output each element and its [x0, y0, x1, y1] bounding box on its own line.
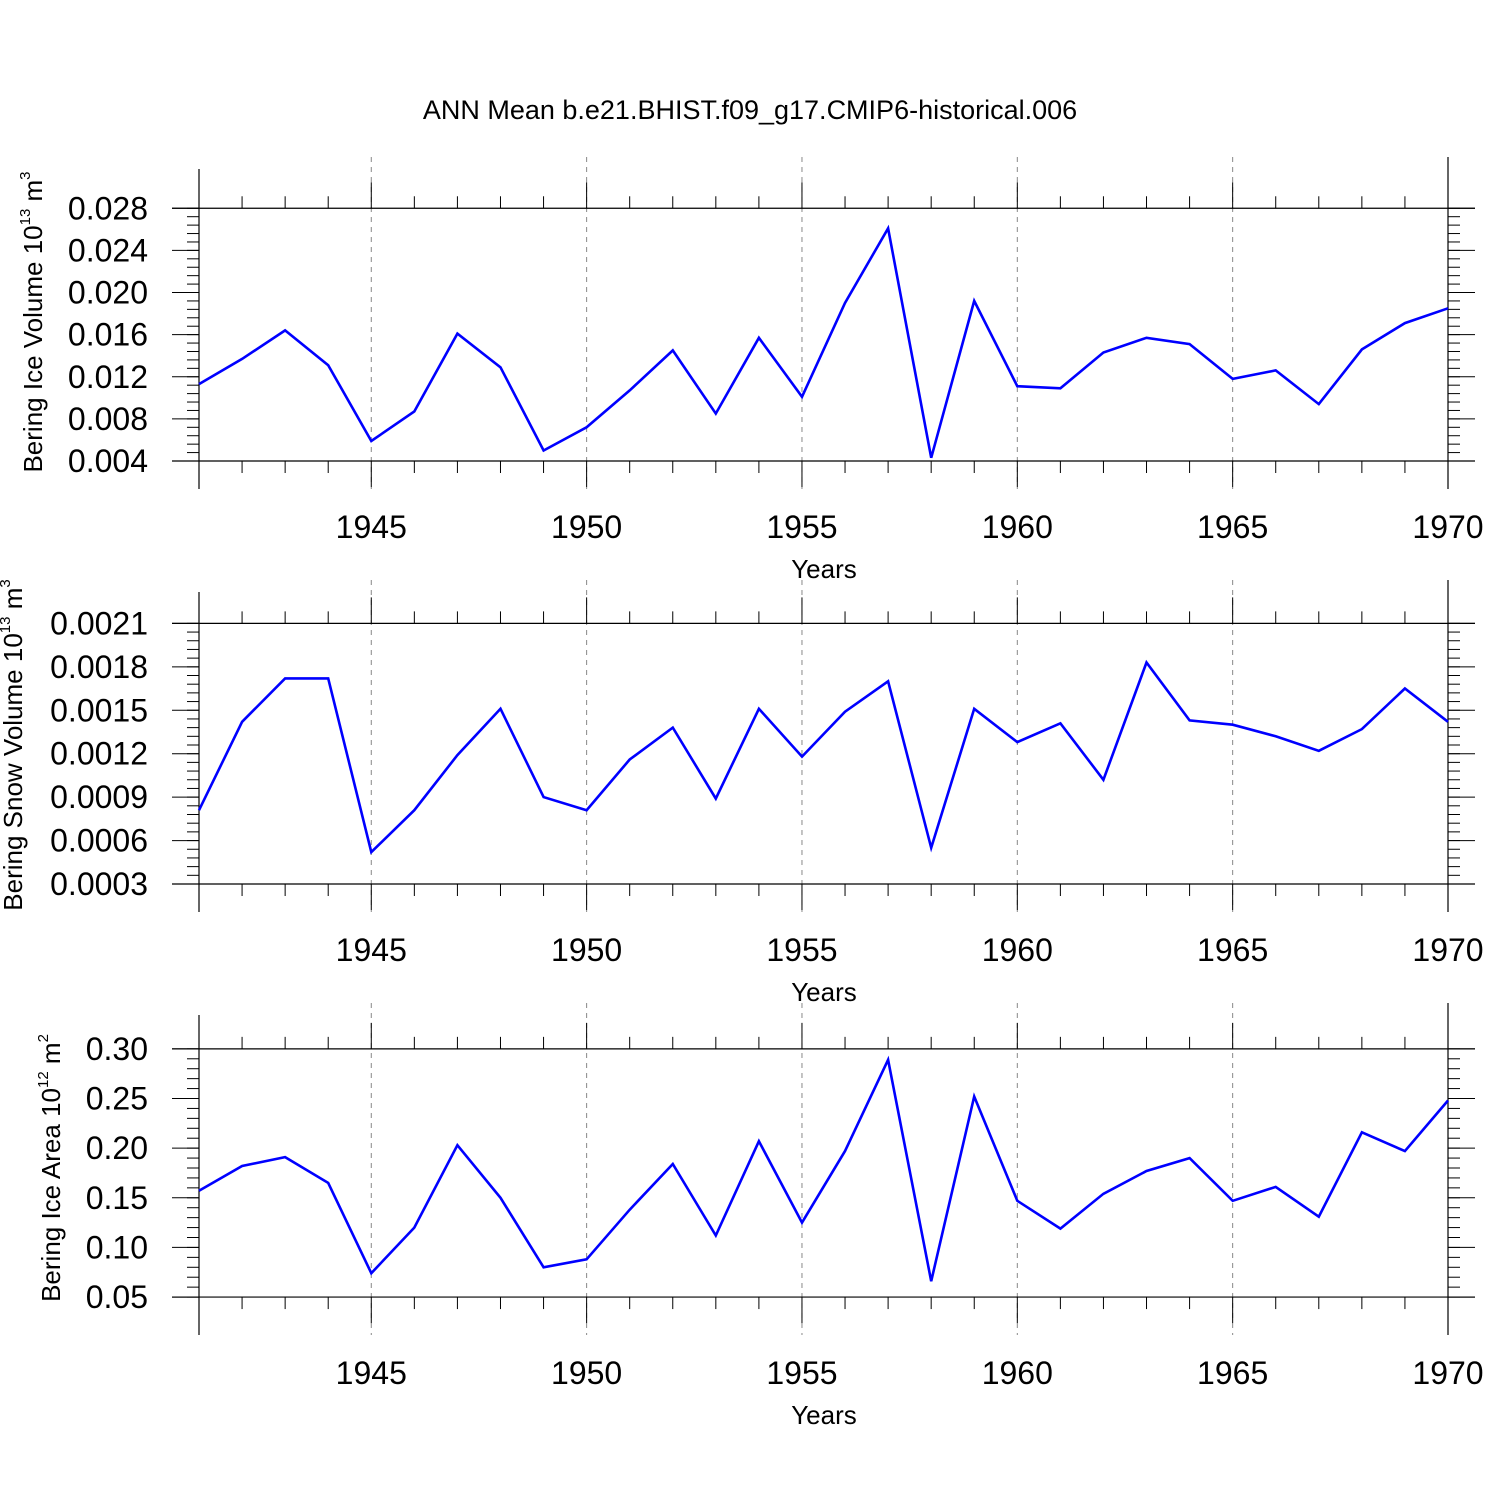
x-axis-title: Years	[791, 1400, 857, 1430]
y-tick-label: 0.05	[86, 1279, 148, 1315]
x-tick-label: 1945	[336, 509, 407, 545]
x-tick-label: 1945	[336, 932, 407, 968]
y-tick-label: 0.008	[68, 401, 148, 437]
x-tick-label: 1960	[982, 1355, 1053, 1391]
y-tick-label: 0.25	[86, 1081, 148, 1117]
x-axis-title: Years	[791, 977, 857, 1007]
x-tick-label: 1945	[336, 1355, 407, 1391]
x-tick-label: 1970	[1412, 1355, 1483, 1391]
y-tick-label: 0.020	[68, 275, 148, 311]
figure-title: ANN Mean b.e21.BHIST.f09_g17.CMIP6-histo…	[423, 95, 1077, 125]
x-tick-label: 1950	[551, 932, 622, 968]
y-tick-label: 0.0006	[50, 823, 148, 859]
y-tick-label: 0.0009	[50, 779, 148, 815]
x-tick-label: 1955	[766, 932, 837, 968]
y-tick-label: 0.10	[86, 1229, 148, 1265]
y-tick-label: 0.0012	[50, 736, 148, 772]
y-tick-label: 0.0003	[50, 866, 148, 902]
y-axis-title: Bering Ice Area 1012 m2	[35, 1034, 66, 1302]
x-tick-label: 1970	[1412, 509, 1483, 545]
series-line-2	[197, 659, 1449, 855]
x-tick-label: 1950	[551, 509, 622, 545]
x-tick-label: 1950	[551, 1355, 622, 1391]
y-tick-label: 0.028	[68, 190, 148, 226]
series-line-3	[198, 1055, 1449, 1282]
x-tick-label: 1965	[1197, 932, 1268, 968]
y-tick-label: 0.012	[68, 359, 148, 395]
y-tick-label: 0.15	[86, 1180, 148, 1216]
y-tick-label: 0.0018	[50, 649, 148, 685]
x-tick-label: 1955	[766, 1355, 837, 1391]
y-tick-label: 0.20	[86, 1130, 148, 1166]
y-axis-title: Bering Snow Volume 1013 m3	[0, 579, 28, 910]
x-tick-label: 1960	[982, 932, 1053, 968]
y-tick-label: 0.024	[68, 232, 148, 268]
panel-2: 0.0003 0.0006 0.0009 0.0012 0.0015 0.0018 0.00…	[0, 579, 1484, 1007]
y-tick-label: 0.016	[68, 317, 148, 353]
panel-1: 0.004 0.008 0.012 0.016 0.020 0.024 0.028 1945 1…	[17, 157, 1484, 584]
x-tick-label: 1960	[982, 509, 1053, 545]
y-axis-title: Bering Ice Volume 1013 m3	[17, 171, 48, 472]
x-axis-title: Years	[791, 554, 857, 584]
panel-3: 0.05 0.10 0.15 0.20 0.25 0.30 1945 1950 1955 1960…	[35, 1003, 1484, 1430]
x-tick-label: 1970	[1412, 932, 1483, 968]
y-tick-label: 0.004	[68, 443, 148, 479]
x-tick-label: 1965	[1197, 1355, 1268, 1391]
panels: 0.004 0.008 0.012 0.016 0.020 0.024 0.028 1945 1…	[0, 157, 1484, 1430]
x-tick-label: 1955	[766, 509, 837, 545]
y-tick-label: 0.0021	[50, 605, 148, 641]
y-tick-label: 0.30	[86, 1031, 148, 1067]
series-line-1	[198, 224, 1449, 459]
y-tick-label: 0.0015	[50, 692, 148, 728]
x-tick-label: 1965	[1197, 509, 1268, 545]
